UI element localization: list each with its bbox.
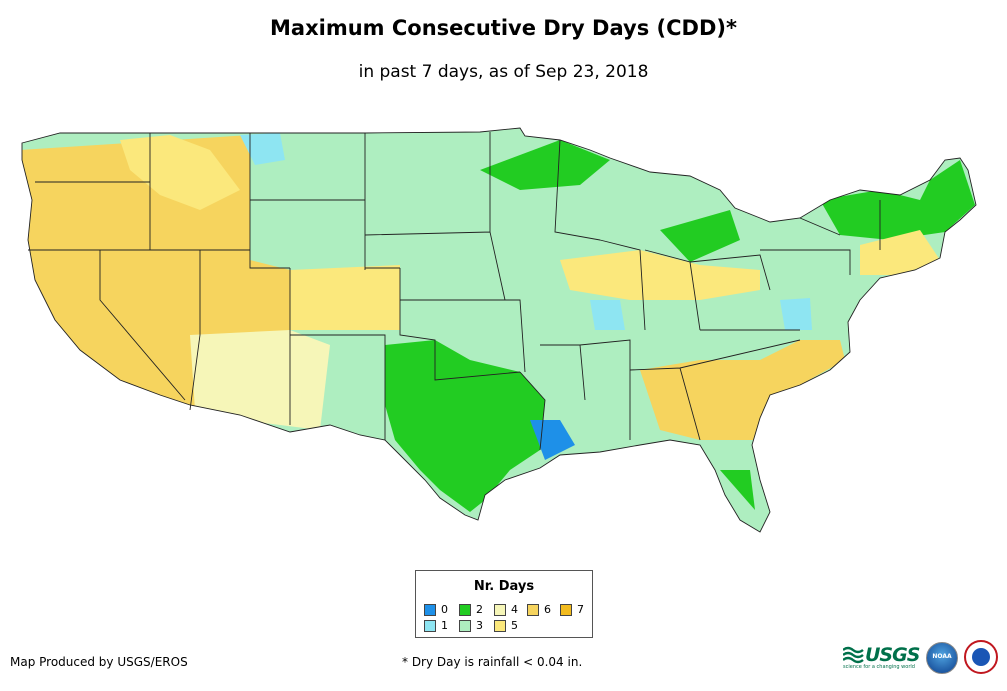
legend-title: Nr. Days (473, 579, 535, 594)
legend-swatch (424, 620, 436, 632)
usgs-wave-icon (843, 646, 864, 664)
map-subtitle: in past 7 days, as of Sep 23, 2018 (358, 62, 649, 82)
noaa-logo: NOAA (926, 642, 958, 674)
dry-day-note: * Dry Day is rainfall < 0.04 in. (402, 655, 583, 669)
legend: Nr. Days 0 1 2 3 4 5 6 7 (415, 570, 593, 638)
usgs-tagline: science for a changing world (843, 664, 915, 670)
cdd-map (21, 127, 977, 533)
legend-item-0: 0 (424, 603, 448, 616)
usgs-wordmark: USGS (865, 644, 920, 666)
legend-swatch (527, 604, 539, 616)
legend-swatch (459, 620, 471, 632)
legend-item-6: 6 (527, 603, 551, 616)
map-title: Maximum Consecutive Dry Days (CDD)* (270, 16, 737, 40)
legend-item-4: 4 (494, 603, 518, 616)
legend-item-1: 1 (424, 619, 448, 632)
legend-swatch (424, 604, 436, 616)
legend-item-5: 5 (494, 619, 518, 632)
legend-swatch (494, 620, 506, 632)
noaa-wordmark: NOAA (932, 653, 952, 660)
legend-swatch (560, 604, 572, 616)
legend-swatch (494, 604, 506, 616)
legend-item-3: 3 (459, 619, 483, 632)
legend-swatch (459, 604, 471, 616)
producer-credit: Map Produced by USGS/EROS (10, 655, 188, 669)
nws-emblem-icon (972, 648, 990, 666)
nws-logo (964, 640, 998, 674)
legend-item-7: 7 (560, 603, 584, 616)
usgs-logo: USGS science for a changing world (843, 644, 920, 670)
legend-item-2: 2 (459, 603, 483, 616)
